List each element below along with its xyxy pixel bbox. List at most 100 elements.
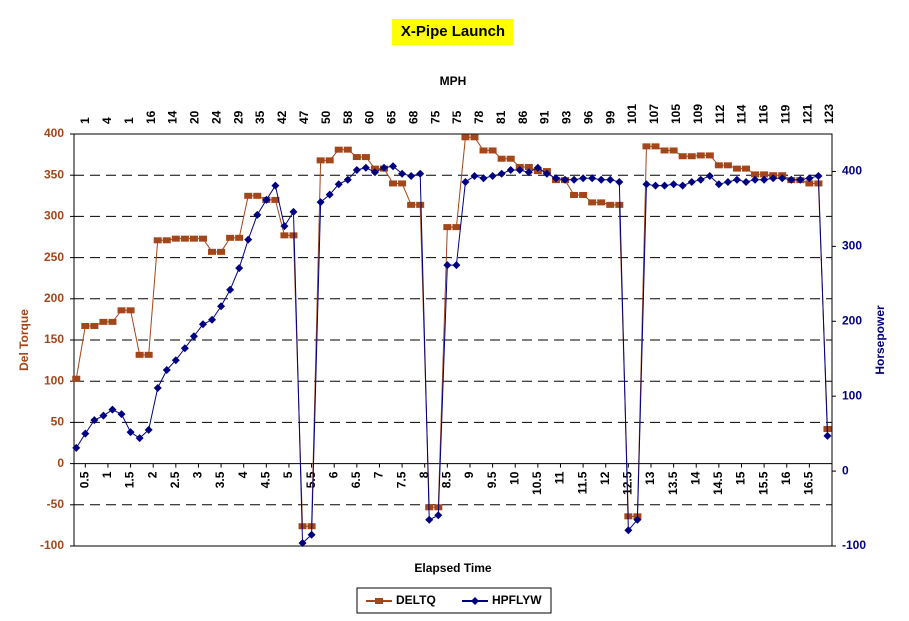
data-point bbox=[488, 171, 497, 180]
x-tick-label: 7 bbox=[372, 471, 386, 478]
data-point bbox=[180, 235, 189, 242]
data-point bbox=[687, 153, 696, 160]
data-point bbox=[135, 434, 144, 443]
data-point bbox=[407, 201, 416, 208]
y-tick-label: -50 bbox=[47, 497, 65, 511]
data-point bbox=[108, 405, 117, 414]
data-point bbox=[615, 201, 624, 208]
data-point bbox=[289, 232, 298, 239]
data-point bbox=[524, 163, 533, 170]
x2-tick-label: 86 bbox=[516, 110, 530, 124]
data-point bbox=[606, 175, 615, 184]
x-tick-label: 8.5 bbox=[440, 471, 454, 488]
data-point bbox=[814, 171, 823, 180]
y2-tick-label: 400 bbox=[842, 164, 862, 178]
data-point bbox=[651, 143, 660, 150]
data-point bbox=[253, 210, 262, 219]
data-point bbox=[72, 443, 81, 452]
data-point bbox=[443, 224, 452, 231]
data-point bbox=[162, 237, 171, 244]
data-point bbox=[217, 248, 226, 255]
y-tick-label: 50 bbox=[51, 415, 65, 429]
x2-tick-label: 123 bbox=[822, 104, 836, 124]
data-point bbox=[235, 264, 244, 273]
data-point bbox=[497, 155, 506, 162]
data-point bbox=[579, 191, 588, 198]
data-point bbox=[723, 177, 732, 186]
data-point bbox=[99, 411, 108, 420]
data-point bbox=[642, 143, 651, 150]
data-point bbox=[361, 154, 370, 161]
x-tick-label: 1.5 bbox=[123, 471, 137, 488]
data-point bbox=[588, 199, 597, 206]
x2-tick-label: 24 bbox=[209, 110, 223, 124]
data-point bbox=[352, 165, 361, 174]
data-point bbox=[226, 234, 235, 241]
data-point bbox=[198, 235, 207, 242]
data-point bbox=[389, 162, 398, 171]
data-point bbox=[126, 428, 135, 437]
data-point bbox=[506, 165, 515, 174]
data-point bbox=[316, 157, 325, 164]
legend-marker bbox=[471, 597, 479, 605]
data-point bbox=[615, 177, 624, 186]
data-point bbox=[434, 511, 443, 520]
y2-tick-label: 100 bbox=[842, 388, 862, 402]
data-point bbox=[171, 356, 180, 365]
data-point bbox=[805, 174, 814, 183]
data-point bbox=[579, 174, 588, 183]
x-tick-label: 10.5 bbox=[530, 471, 544, 495]
data-point bbox=[751, 175, 760, 184]
data-point bbox=[398, 180, 407, 187]
x-tick-label: 5.5 bbox=[304, 471, 318, 488]
data-point bbox=[271, 181, 280, 190]
data-point bbox=[551, 174, 560, 183]
x2-tick-label: 121 bbox=[800, 104, 814, 124]
data-point bbox=[651, 181, 660, 190]
x-tick-label: 15.5 bbox=[756, 471, 770, 495]
x2-tick-label: 68 bbox=[406, 110, 420, 124]
data-point bbox=[588, 174, 597, 183]
data-point bbox=[144, 351, 153, 358]
data-point bbox=[99, 318, 108, 325]
y-axis-title: Del Torque bbox=[17, 309, 31, 371]
data-point bbox=[561, 175, 570, 184]
x-tick-label: 2 bbox=[145, 471, 159, 478]
data-point bbox=[705, 152, 714, 159]
data-point bbox=[398, 169, 407, 178]
title-box bbox=[392, 19, 513, 45]
chart-title: X-Pipe Launch bbox=[401, 23, 505, 40]
x-tick-label: 3.5 bbox=[213, 471, 227, 488]
data-point bbox=[162, 365, 171, 374]
data-point bbox=[624, 526, 633, 535]
data-point bbox=[189, 332, 198, 341]
x2-tick-label: 109 bbox=[691, 104, 705, 124]
data-point bbox=[208, 315, 217, 324]
x-tick-label: 4.5 bbox=[259, 471, 273, 488]
data-point bbox=[343, 146, 352, 153]
data-point bbox=[461, 177, 470, 186]
x-tick-label: 15 bbox=[734, 471, 748, 485]
data-point bbox=[334, 146, 343, 153]
data-point bbox=[379, 163, 388, 172]
data-point bbox=[334, 180, 343, 189]
x2-tick-label: 101 bbox=[625, 104, 639, 124]
data-point bbox=[325, 157, 334, 164]
data-point bbox=[660, 147, 669, 154]
x2-tick-label: 29 bbox=[231, 110, 245, 124]
data-point bbox=[325, 190, 334, 199]
data-point bbox=[714, 180, 723, 189]
data-point bbox=[533, 163, 542, 172]
data-point bbox=[226, 285, 235, 294]
data-point bbox=[497, 169, 506, 178]
data-point bbox=[696, 152, 705, 159]
x2-tick-label: 4 bbox=[100, 117, 114, 124]
data-point bbox=[253, 192, 262, 199]
data-point bbox=[198, 320, 207, 329]
x2-tick-label: 16 bbox=[144, 110, 158, 124]
data-point bbox=[316, 198, 325, 207]
x-tick-label: 11 bbox=[553, 471, 567, 484]
x-tick-label: 11.5 bbox=[575, 471, 589, 494]
y-tick-label: 150 bbox=[44, 332, 64, 346]
